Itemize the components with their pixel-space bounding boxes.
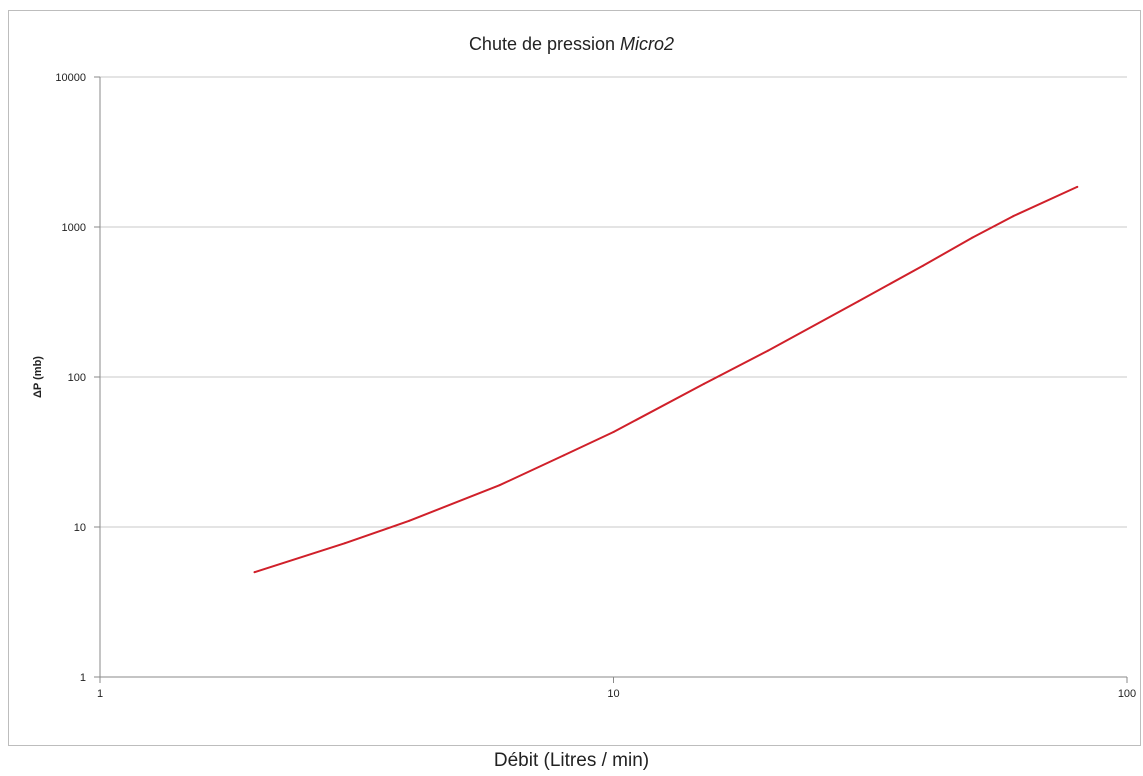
y-tick-label-10000: 10000: [55, 72, 86, 84]
series-0-point-11: [1012, 215, 1015, 218]
y-tick-label-100: 100: [68, 372, 86, 384]
series-0-point-10: [971, 236, 974, 239]
series-line-0: [253, 185, 1079, 574]
y-tick-label-1000: 1000: [62, 222, 86, 234]
x-tick-label-1: 1: [97, 688, 103, 700]
x-axis-label: Débit (Litres / min): [493, 750, 650, 771]
x-tick-labels: 1 10 100: [97, 677, 1136, 700]
series-0-point-1: [344, 542, 347, 545]
chart-frame: [8, 10, 1141, 746]
series-layer: [253, 185, 1079, 574]
y-tick-label-10: 10: [74, 522, 86, 534]
series-0-point-9: [921, 264, 924, 267]
y-axis-label: ΔP (mb): [32, 356, 44, 398]
series-0-point-4: [562, 454, 565, 457]
series-0-point-7: [767, 349, 770, 352]
series-0-point-0: [253, 571, 256, 574]
y-tick-labels: 1 10 100 1000 10000: [55, 72, 100, 684]
chart-title-main: Chute de pression: [468, 34, 616, 54]
series-0-point-5: [612, 430, 615, 433]
chart-title: Chute de pression Micro2: [0, 34, 1143, 55]
gridlines: [100, 76, 1127, 528]
series-0-point-8: [857, 300, 860, 303]
x-tick-label-100: 100: [1118, 688, 1136, 700]
chart-title-italic: Micro2: [620, 34, 675, 54]
series-0-point-12: [1076, 185, 1079, 188]
series-0-point-2: [408, 519, 411, 522]
series-0-point-3: [498, 484, 501, 487]
x-tick-label-10: 10: [607, 688, 619, 700]
y-tick-label-1: 1: [80, 672, 86, 684]
series-0-point-6: [702, 382, 705, 385]
